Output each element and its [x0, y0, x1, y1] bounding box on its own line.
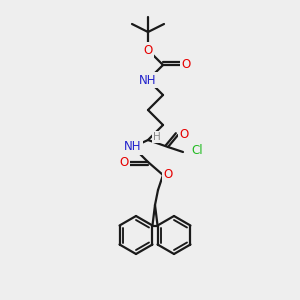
Text: O: O [179, 128, 189, 142]
Text: Cl: Cl [191, 143, 203, 157]
Text: H: H [153, 132, 161, 142]
Text: O: O [143, 44, 153, 56]
Text: O: O [182, 58, 190, 71]
Text: NH: NH [139, 74, 157, 86]
Text: O: O [119, 155, 129, 169]
Text: O: O [164, 169, 172, 182]
Text: NH: NH [124, 140, 142, 154]
